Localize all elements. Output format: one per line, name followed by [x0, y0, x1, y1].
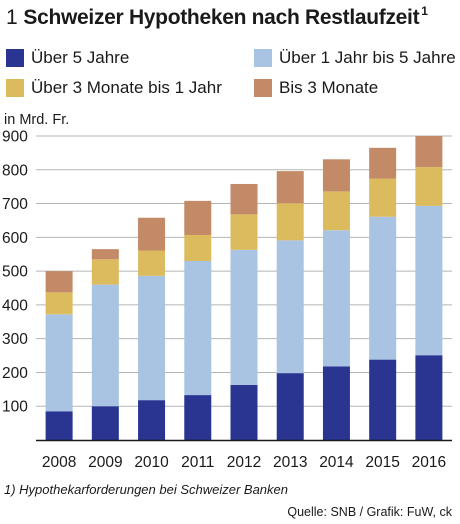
bar-segment-2010-series-2 [138, 250, 166, 276]
stacked-bar-chart: 100 200 300 400 500 600 700 800 900 2008 2009 2010 2… [2, 130, 452, 471]
bar-segment-2014-series-0 [322, 366, 350, 440]
legend-item-bis-3-monate: Bis 3 Monate [254, 78, 378, 98]
y-tick-label: 500 [2, 264, 28, 281]
legend-swatch [254, 79, 272, 97]
bar-segment-2010-series-3 [138, 217, 166, 251]
bar-segment-2016-series-3 [415, 136, 443, 168]
footnote: 1) Hypothekarforderungen bei Schweizer B… [4, 482, 289, 497]
bar-segment-2015-series-1 [369, 216, 397, 360]
y-tick-label: 700 [2, 196, 28, 213]
x-tick-label: 2014 [319, 454, 354, 471]
bar-segment-2009-series-3 [91, 249, 119, 260]
chart-title: 1 Schweizer Hypotheken nach Restlaufzeit 1 [6, 4, 428, 30]
bar-segment-2015-series-0 [369, 359, 397, 440]
bar-segment-2009-series-1 [91, 284, 119, 407]
bar-segment-2012-series-1 [230, 249, 258, 385]
bar-segment-2012-series-0 [230, 384, 258, 440]
bar-segment-2014-series-1 [322, 230, 350, 367]
source-credit: Quelle: SNB / Grafik: FuW, ck [287, 505, 452, 519]
bar-segment-2016-series-1 [415, 205, 443, 356]
bar-segment-2015-series-2 [369, 178, 397, 217]
bar-segment-2010-series-0 [138, 400, 166, 440]
x-tick-label: 2016 [412, 454, 446, 471]
y-tick-label: 100 [2, 399, 28, 416]
bar-segment-2013-series-1 [276, 240, 304, 374]
chart-number: 1 [6, 6, 18, 29]
legend-label: Über 5 Jahre [31, 48, 130, 67]
y-tick-label: 600 [2, 230, 28, 247]
bar-segment-2013-series-2 [276, 203, 304, 241]
legend-item-ueber-3-monate-bis-1-jahr: Über 3 Monate bis 1 Jahr [6, 78, 222, 98]
x-tick-label: 2008 [42, 454, 76, 471]
legend-item-ueber-5-jahre: Über 5 Jahre [6, 48, 129, 68]
y-tick-label: 200 [2, 365, 28, 382]
bar-segment-2008-series-3 [45, 271, 73, 293]
bar-segment-2009-series-2 [91, 259, 119, 285]
bar-segment-2008-series-2 [45, 292, 73, 315]
legend-label: Bis 3 Monate [279, 78, 379, 97]
y-tick-label: 800 [2, 162, 28, 179]
legend-swatch [6, 79, 24, 97]
bar-segment-2010-series-1 [138, 275, 166, 401]
bar-segment-2012-series-3 [230, 183, 258, 215]
bar-segment-2015-series-3 [369, 147, 397, 179]
chart-title-text: Schweizer Hypotheken nach Restlaufzeit [23, 6, 420, 29]
bar-segment-2009-series-0 [91, 406, 119, 440]
x-tick-label: 2015 [365, 454, 399, 471]
bar-segment-2011-series-2 [184, 234, 212, 261]
title-footnote-mark: 1 [421, 4, 428, 18]
bar-segment-2008-series-0 [45, 411, 73, 440]
bar-segment-2012-series-2 [230, 214, 258, 250]
x-tick-label: 2009 [88, 454, 122, 471]
y-tick-label: 300 [2, 331, 28, 348]
legend-item-ueber-1-bis-5-jahre: Über 1 Jahr bis 5 Jahre [254, 48, 456, 68]
y-tick-label: 900 [2, 130, 28, 146]
legend-swatch [254, 49, 272, 67]
x-tick-label: 2010 [134, 454, 169, 471]
y-axis-unit-label: in Mrd. Fr. [4, 112, 70, 128]
bar-segment-2013-series-0 [276, 373, 304, 440]
y-tick-label: 400 [2, 297, 28, 314]
bar-segment-2016-series-2 [415, 167, 443, 206]
bar-segment-2011-series-0 [184, 395, 212, 440]
legend-label: Über 1 Jahr bis 5 Jahre [279, 48, 456, 67]
legend-label: Über 3 Monate bis 1 Jahr [31, 78, 222, 97]
bar-segment-2014-series-2 [322, 191, 350, 231]
x-tick-label: 2013 [273, 454, 307, 471]
bar-segment-2011-series-1 [184, 260, 212, 396]
legend-swatch [6, 49, 24, 67]
x-tick-label: 2011 [181, 454, 214, 471]
bar-segment-2016-series-0 [415, 355, 443, 440]
x-tick-label: 2012 [227, 454, 261, 471]
legend: Über 5 Jahre Über 1 Jahr bis 5 Jahre Übe… [6, 44, 456, 108]
bar-segment-2008-series-1 [45, 314, 73, 412]
bar-segment-2013-series-3 [276, 171, 304, 204]
bar-segment-2011-series-3 [184, 200, 212, 235]
bar-segment-2014-series-3 [322, 159, 350, 192]
